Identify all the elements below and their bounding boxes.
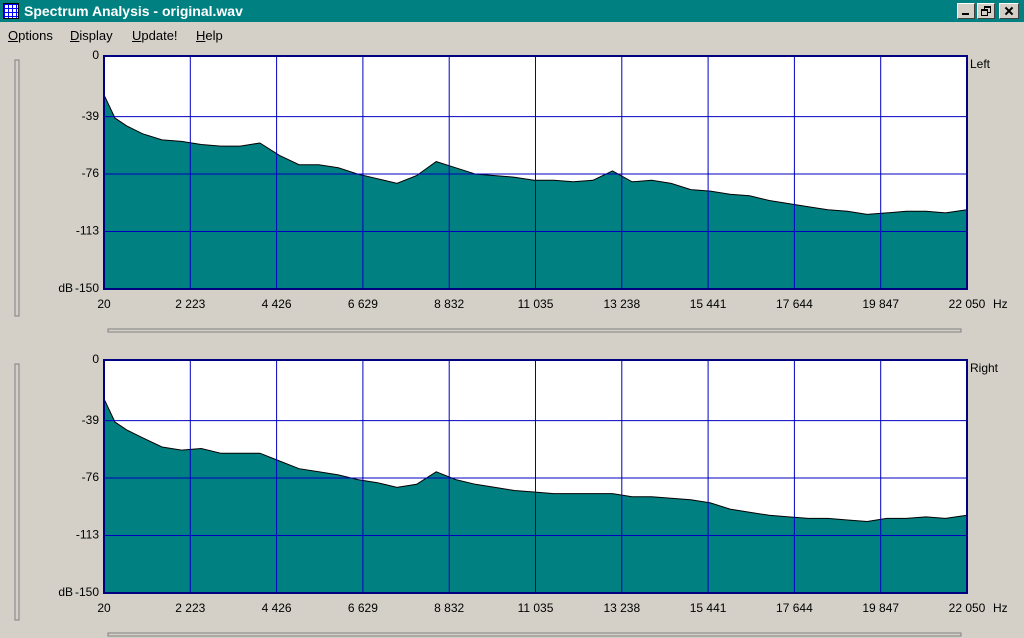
y-unit: dB xyxy=(58,585,73,599)
x-tick-label: 19 847 xyxy=(862,601,899,615)
y-tick-label: 0 xyxy=(92,48,99,62)
x-tick-label: 4 426 xyxy=(262,297,292,311)
title-bar: Spectrum Analysis - original.wav xyxy=(0,0,1024,22)
x-tick-label: 2 223 xyxy=(175,601,205,615)
app-icon xyxy=(3,3,19,19)
y-tick-label: -39 xyxy=(82,413,100,427)
x-unit: Hz xyxy=(993,601,1008,615)
y-tick-label: -113 xyxy=(76,224,99,238)
x-tick-label: 11 035 xyxy=(518,297,554,311)
menu-item[interactable]: Display xyxy=(70,28,113,43)
x-unit: Hz xyxy=(993,297,1008,311)
x-tick-label: 22 050 xyxy=(949,601,986,615)
plot-border xyxy=(103,55,968,290)
x-tick-label: 6 629 xyxy=(348,297,378,311)
y-tick-label: 0 xyxy=(92,352,99,366)
x-tick-label: 11 035 xyxy=(518,601,554,615)
window-title: Spectrum Analysis - original.wav xyxy=(24,3,243,19)
x-tick-label: 15 441 xyxy=(690,601,727,615)
slider-track xyxy=(14,59,20,317)
y-tick-label: -76 xyxy=(82,470,100,484)
x-tick-label: 20 xyxy=(97,601,111,615)
y-unit: dB xyxy=(58,281,73,295)
x-tick-label: 8 832 xyxy=(434,601,464,615)
menu-item[interactable]: Options xyxy=(8,28,53,43)
menu-item[interactable]: Help xyxy=(196,28,223,43)
restore-button[interactable] xyxy=(977,3,995,19)
x-tick-label: 4 426 xyxy=(262,601,292,615)
spectrum-line xyxy=(103,398,968,523)
menu-bar: Options Display Update! Help xyxy=(0,24,1024,46)
x-tick-label: 17 644 xyxy=(776,297,813,311)
y-tick-label: -113 xyxy=(76,528,99,542)
x-tick-label: 19 847 xyxy=(862,297,899,311)
close-button[interactable] xyxy=(999,3,1019,19)
channel-label: Right xyxy=(970,361,999,375)
y-tick-label: -76 xyxy=(82,166,100,180)
slider-track xyxy=(14,363,20,621)
y-tick-label: -150 xyxy=(75,585,99,599)
scroll-groove xyxy=(107,328,962,333)
x-tick-label: 22 050 xyxy=(949,297,986,311)
channel-label: Left xyxy=(970,57,991,71)
x-tick-label: 13 238 xyxy=(603,297,640,311)
x-tick-label: 8 832 xyxy=(434,297,464,311)
plot-border xyxy=(103,359,968,594)
menu-item[interactable]: Update! xyxy=(132,28,178,43)
x-tick-label: 20 xyxy=(97,297,111,311)
x-tick-label: 13 238 xyxy=(603,601,640,615)
y-tick-label: -39 xyxy=(82,109,100,123)
scroll-groove xyxy=(107,632,962,637)
spectrum-line xyxy=(103,94,968,215)
x-tick-label: 6 629 xyxy=(348,601,378,615)
y-tick-label: -150 xyxy=(75,281,99,295)
x-tick-label: 17 644 xyxy=(776,601,813,615)
minimize-button[interactable] xyxy=(957,3,975,19)
x-tick-label: 15 441 xyxy=(690,297,727,311)
x-tick-label: 2 223 xyxy=(175,297,205,311)
